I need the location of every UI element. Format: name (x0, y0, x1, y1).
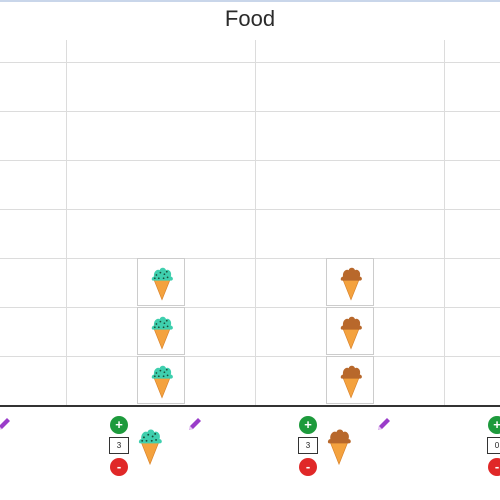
ice-cream-cone-icon (150, 359, 174, 403)
pencil-icon[interactable] (0, 416, 12, 432)
ice-cream-cone-icon (326, 422, 352, 470)
count-field[interactable]: 3 (109, 437, 129, 454)
pencil-icon[interactable] (187, 416, 203, 432)
increment-button[interactable]: + (299, 416, 317, 434)
increment-button[interactable]: + (488, 416, 500, 434)
decrement-button[interactable]: - (299, 458, 317, 476)
ice-cream-cone-icon (150, 261, 174, 305)
gridline-horizontal (0, 307, 500, 308)
gridline-horizontal (0, 111, 500, 112)
gridline-vertical (255, 40, 256, 406)
gridline-vertical (66, 40, 67, 406)
decrement-button[interactable]: - (110, 458, 128, 476)
pictograph-cell (326, 258, 374, 306)
chart-baseline (0, 405, 500, 407)
ice-cream-cone-icon (137, 422, 163, 470)
gridline-horizontal (0, 209, 500, 210)
pictograph-cell (137, 356, 185, 404)
gridline-horizontal (0, 62, 500, 63)
count-field[interactable]: 3 (298, 437, 318, 454)
ice-cream-cone-icon (339, 359, 363, 403)
count-field[interactable]: 0 (487, 437, 500, 454)
increment-button[interactable]: + (110, 416, 128, 434)
gridline-horizontal (0, 258, 500, 259)
pictograph-cell (326, 307, 374, 355)
ice-cream-cone-icon (339, 261, 363, 305)
gridline-horizontal (0, 160, 500, 161)
gridline-vertical (444, 40, 445, 406)
ice-cream-cone-icon (150, 310, 174, 354)
pencil-icon[interactable] (376, 416, 392, 432)
decrement-button[interactable]: - (488, 458, 500, 476)
pictograph-cell (137, 307, 185, 355)
gridline-horizontal (0, 356, 500, 357)
pictograph-cell (326, 356, 374, 404)
pictograph-cell (137, 258, 185, 306)
chart-title: Food (224, 6, 276, 31)
top-border (0, 0, 500, 2)
ice-cream-cone-icon (339, 310, 363, 354)
